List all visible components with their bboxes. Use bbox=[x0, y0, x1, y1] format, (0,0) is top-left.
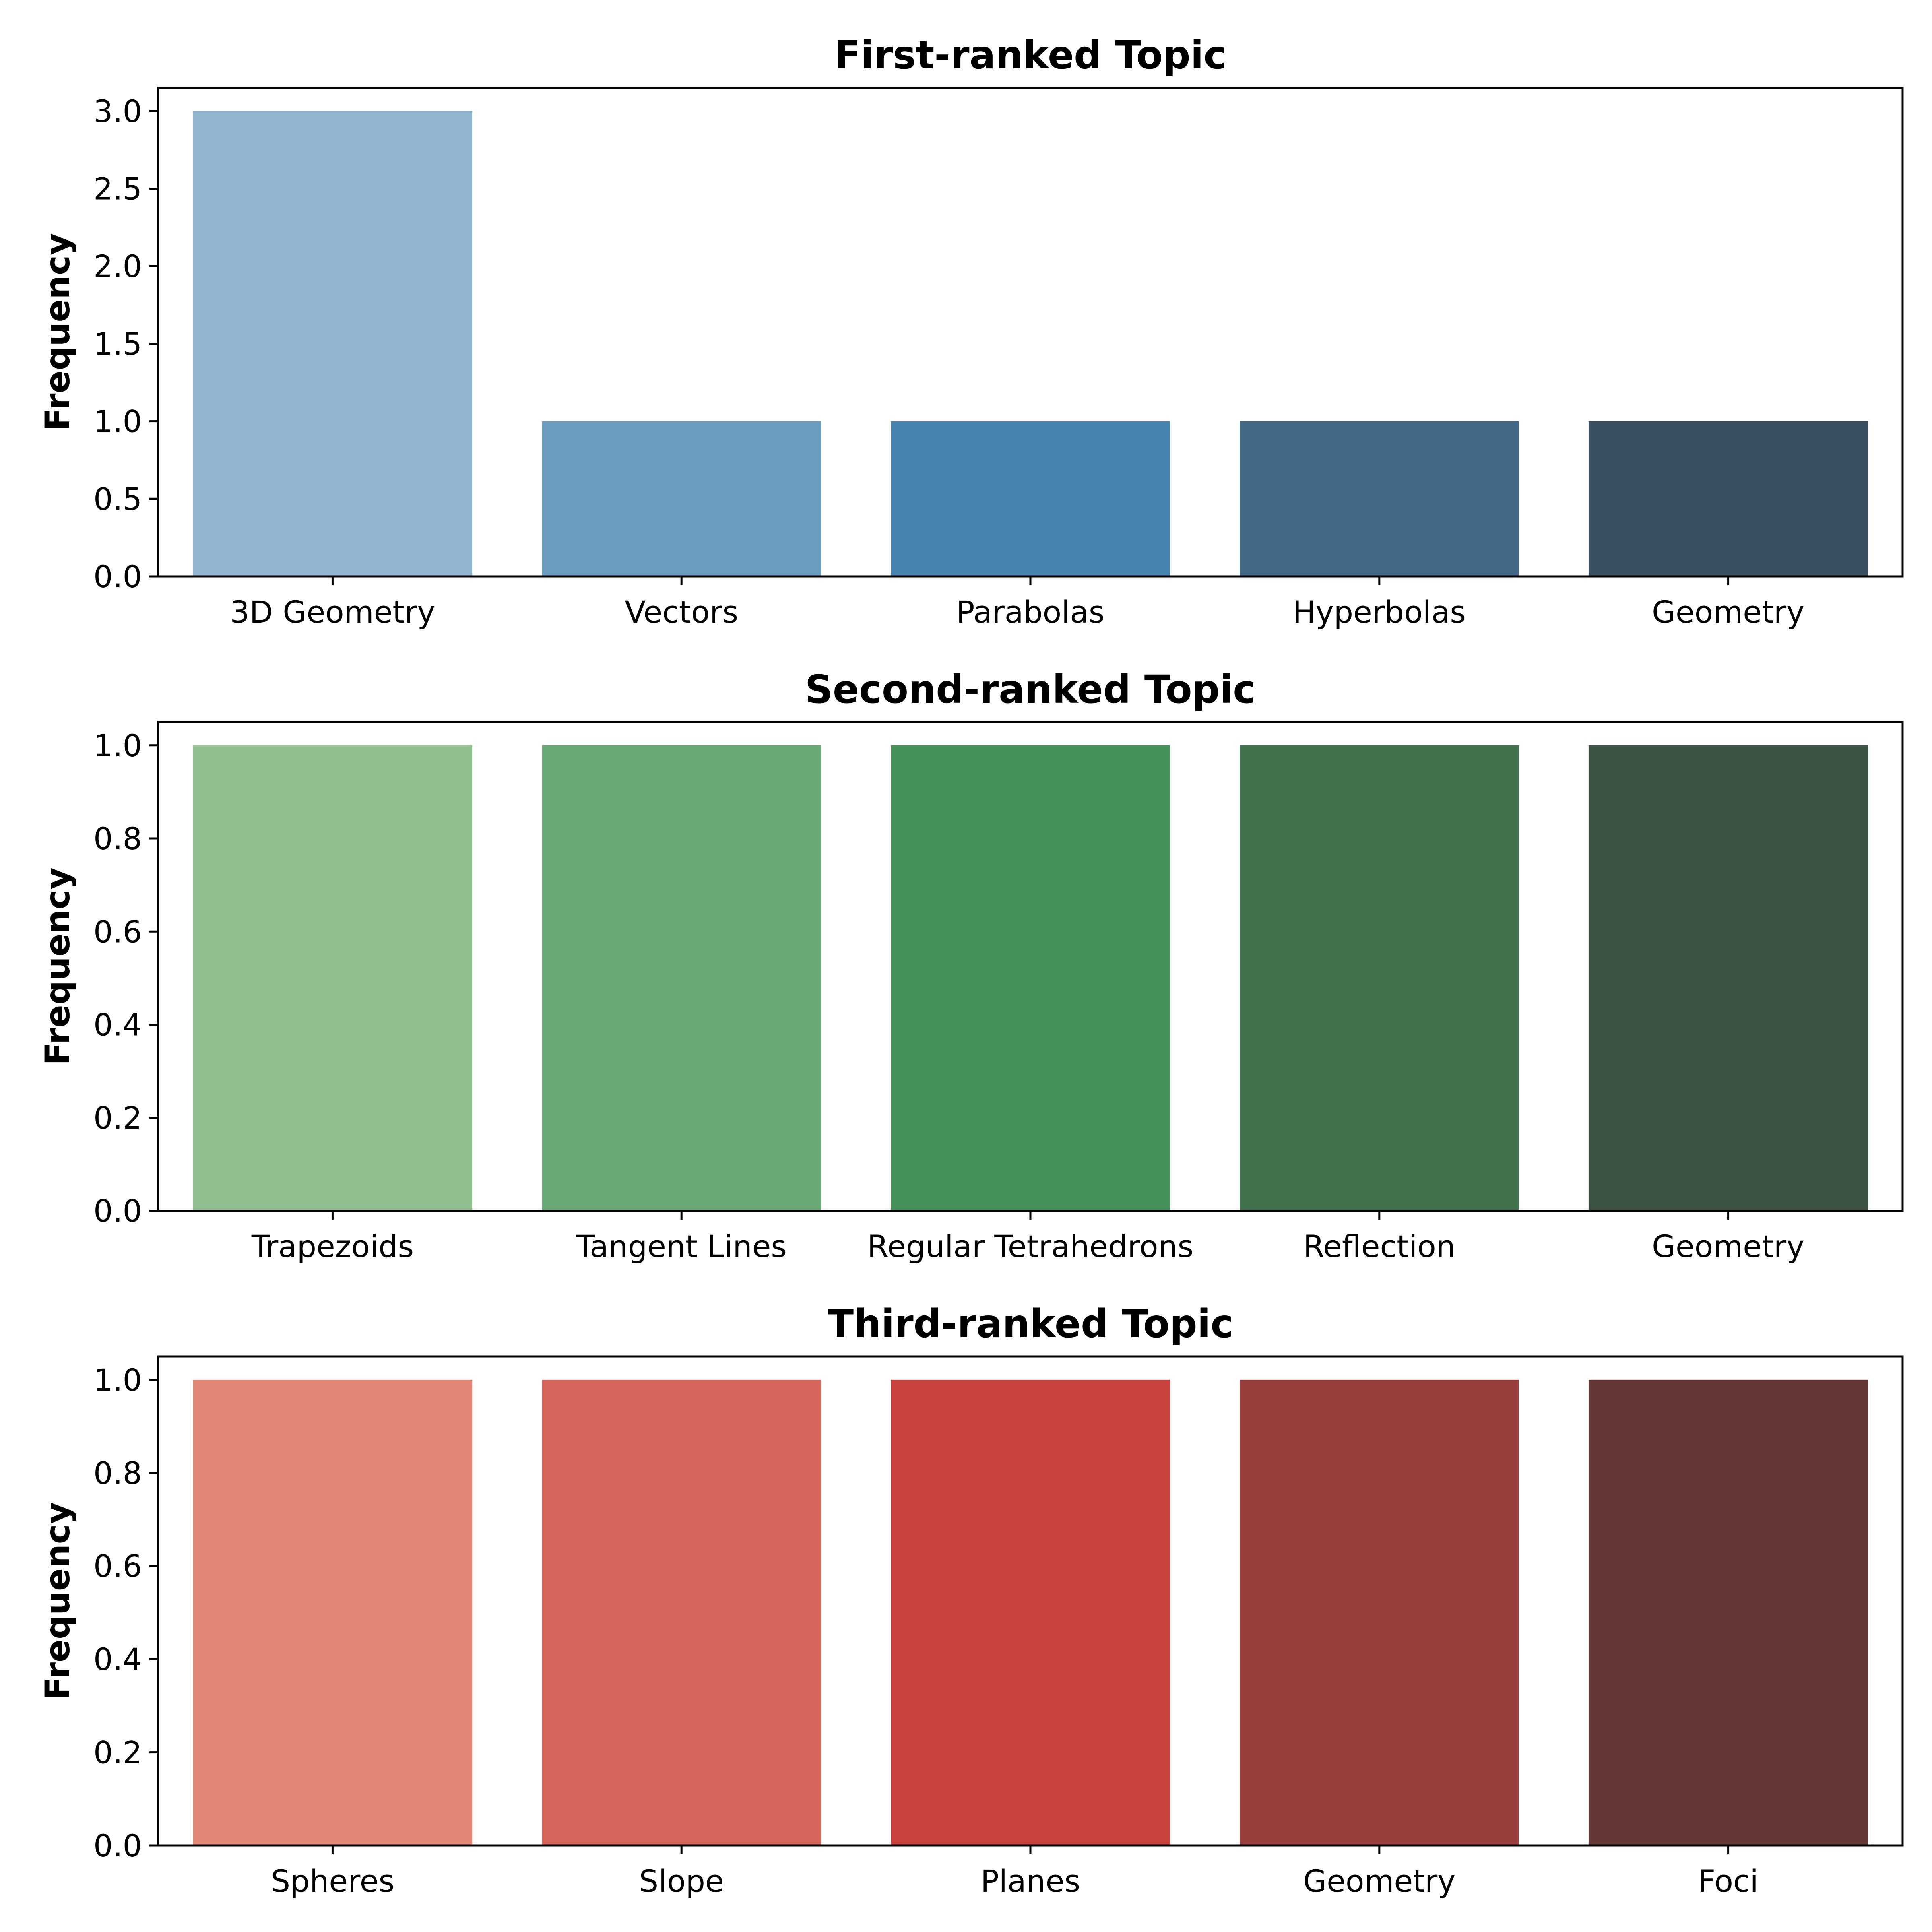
y-tick-label: 1.0 bbox=[93, 1362, 142, 1398]
y-axis-label: Frequency bbox=[38, 1502, 77, 1700]
x-tick-label: Geometry bbox=[1303, 1863, 1455, 1899]
x-tick-label: Regular Tetrahedrons bbox=[867, 1228, 1194, 1264]
bar-1-1 bbox=[193, 111, 473, 576]
y-tick-label: 0.6 bbox=[93, 1548, 142, 1584]
bar-2-2 bbox=[542, 745, 821, 1211]
x-tick-label: Foci bbox=[1698, 1863, 1758, 1899]
x-tick-label: Reflection bbox=[1303, 1228, 1455, 1264]
x-tick-label: Geometry bbox=[1652, 1228, 1804, 1264]
x-tick-label: Trapezoids bbox=[251, 1228, 414, 1264]
chart-panel-2: 0.0 0.2 0.4 0.6 0.8 1.0 Trapezoids Tangent Line… bbox=[38, 667, 1904, 1264]
y-tick-label: 0.4 bbox=[93, 1007, 142, 1043]
bar-3-3 bbox=[891, 1379, 1170, 1845]
y-axis-label: Frequency bbox=[38, 233, 77, 431]
bar-2-4 bbox=[1240, 745, 1519, 1211]
x-tick-label: Tangent Lines bbox=[576, 1228, 787, 1264]
chart-panel-1: 0.0 0.5 1.0 1.5 2.0 2.5 3.0 3D Geometry Vectors P… bbox=[38, 33, 1904, 630]
y-tick-label: 0.5 bbox=[93, 481, 142, 517]
y-tick-label: 3.0 bbox=[93, 93, 142, 129]
chart-title: First-ranked Topic bbox=[834, 33, 1227, 78]
y-tick-label: 0.0 bbox=[93, 1193, 142, 1229]
y-tick-label: 0.8 bbox=[93, 1455, 142, 1491]
y-tick-label: 0.8 bbox=[93, 821, 142, 857]
y-tick-label: 2.5 bbox=[93, 171, 142, 207]
x-tick-label: Planes bbox=[980, 1863, 1080, 1899]
bar-3-1 bbox=[193, 1379, 473, 1845]
chart-title: Second-ranked Topic bbox=[805, 667, 1256, 712]
x-tick-label: Spheres bbox=[271, 1863, 394, 1899]
y-tick-label: 1.0 bbox=[93, 404, 142, 440]
chart-panel-3: 0.0 0.2 0.4 0.6 0.8 1.0 Spheres Slope Planes Geom… bbox=[38, 1301, 1904, 1899]
bar-2-3 bbox=[891, 745, 1170, 1211]
x-tick-label: Parabolas bbox=[956, 594, 1105, 630]
y-tick-label: 2.0 bbox=[93, 248, 142, 284]
y-tick-label: 0.2 bbox=[93, 1100, 142, 1136]
y-tick-label: 1.5 bbox=[93, 326, 142, 362]
bar-1-4 bbox=[1240, 421, 1519, 576]
y-tick-label: 0.6 bbox=[93, 914, 142, 949]
x-tick-label: 3D Geometry bbox=[230, 594, 435, 630]
bar-1-5 bbox=[1588, 421, 1868, 576]
x-tick-label: Hyperbolas bbox=[1293, 594, 1466, 630]
x-tick-label: Vectors bbox=[625, 594, 738, 630]
chart-title: Third-ranked Topic bbox=[828, 1301, 1234, 1346]
y-tick-label: 1.0 bbox=[93, 728, 142, 764]
bar-3-2 bbox=[542, 1379, 821, 1845]
y-tick-label: 0.4 bbox=[93, 1641, 142, 1677]
x-tick-label: Geometry bbox=[1652, 594, 1804, 630]
bar-2-5 bbox=[1588, 745, 1868, 1211]
y-tick-label: 0.0 bbox=[93, 559, 142, 594]
bar-3-5 bbox=[1588, 1379, 1868, 1845]
y-axis-label: Frequency bbox=[38, 867, 77, 1065]
bar-1-2 bbox=[542, 421, 821, 576]
bar-1-3 bbox=[891, 421, 1170, 576]
y-tick-label: 0.2 bbox=[93, 1735, 142, 1771]
bar-2-1 bbox=[193, 745, 473, 1211]
bar-3-4 bbox=[1240, 1379, 1519, 1845]
x-tick-label: Slope bbox=[639, 1863, 724, 1899]
y-tick-label: 0.0 bbox=[93, 1828, 142, 1864]
